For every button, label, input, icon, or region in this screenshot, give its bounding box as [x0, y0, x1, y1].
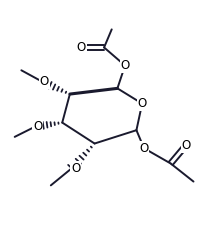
Text: O: O: [120, 59, 130, 72]
Text: O: O: [71, 162, 80, 175]
Text: O: O: [40, 75, 49, 88]
Text: O: O: [138, 97, 147, 110]
Text: O: O: [139, 142, 149, 155]
Text: O: O: [77, 41, 86, 54]
Text: O: O: [181, 139, 191, 152]
Text: O: O: [33, 120, 42, 133]
